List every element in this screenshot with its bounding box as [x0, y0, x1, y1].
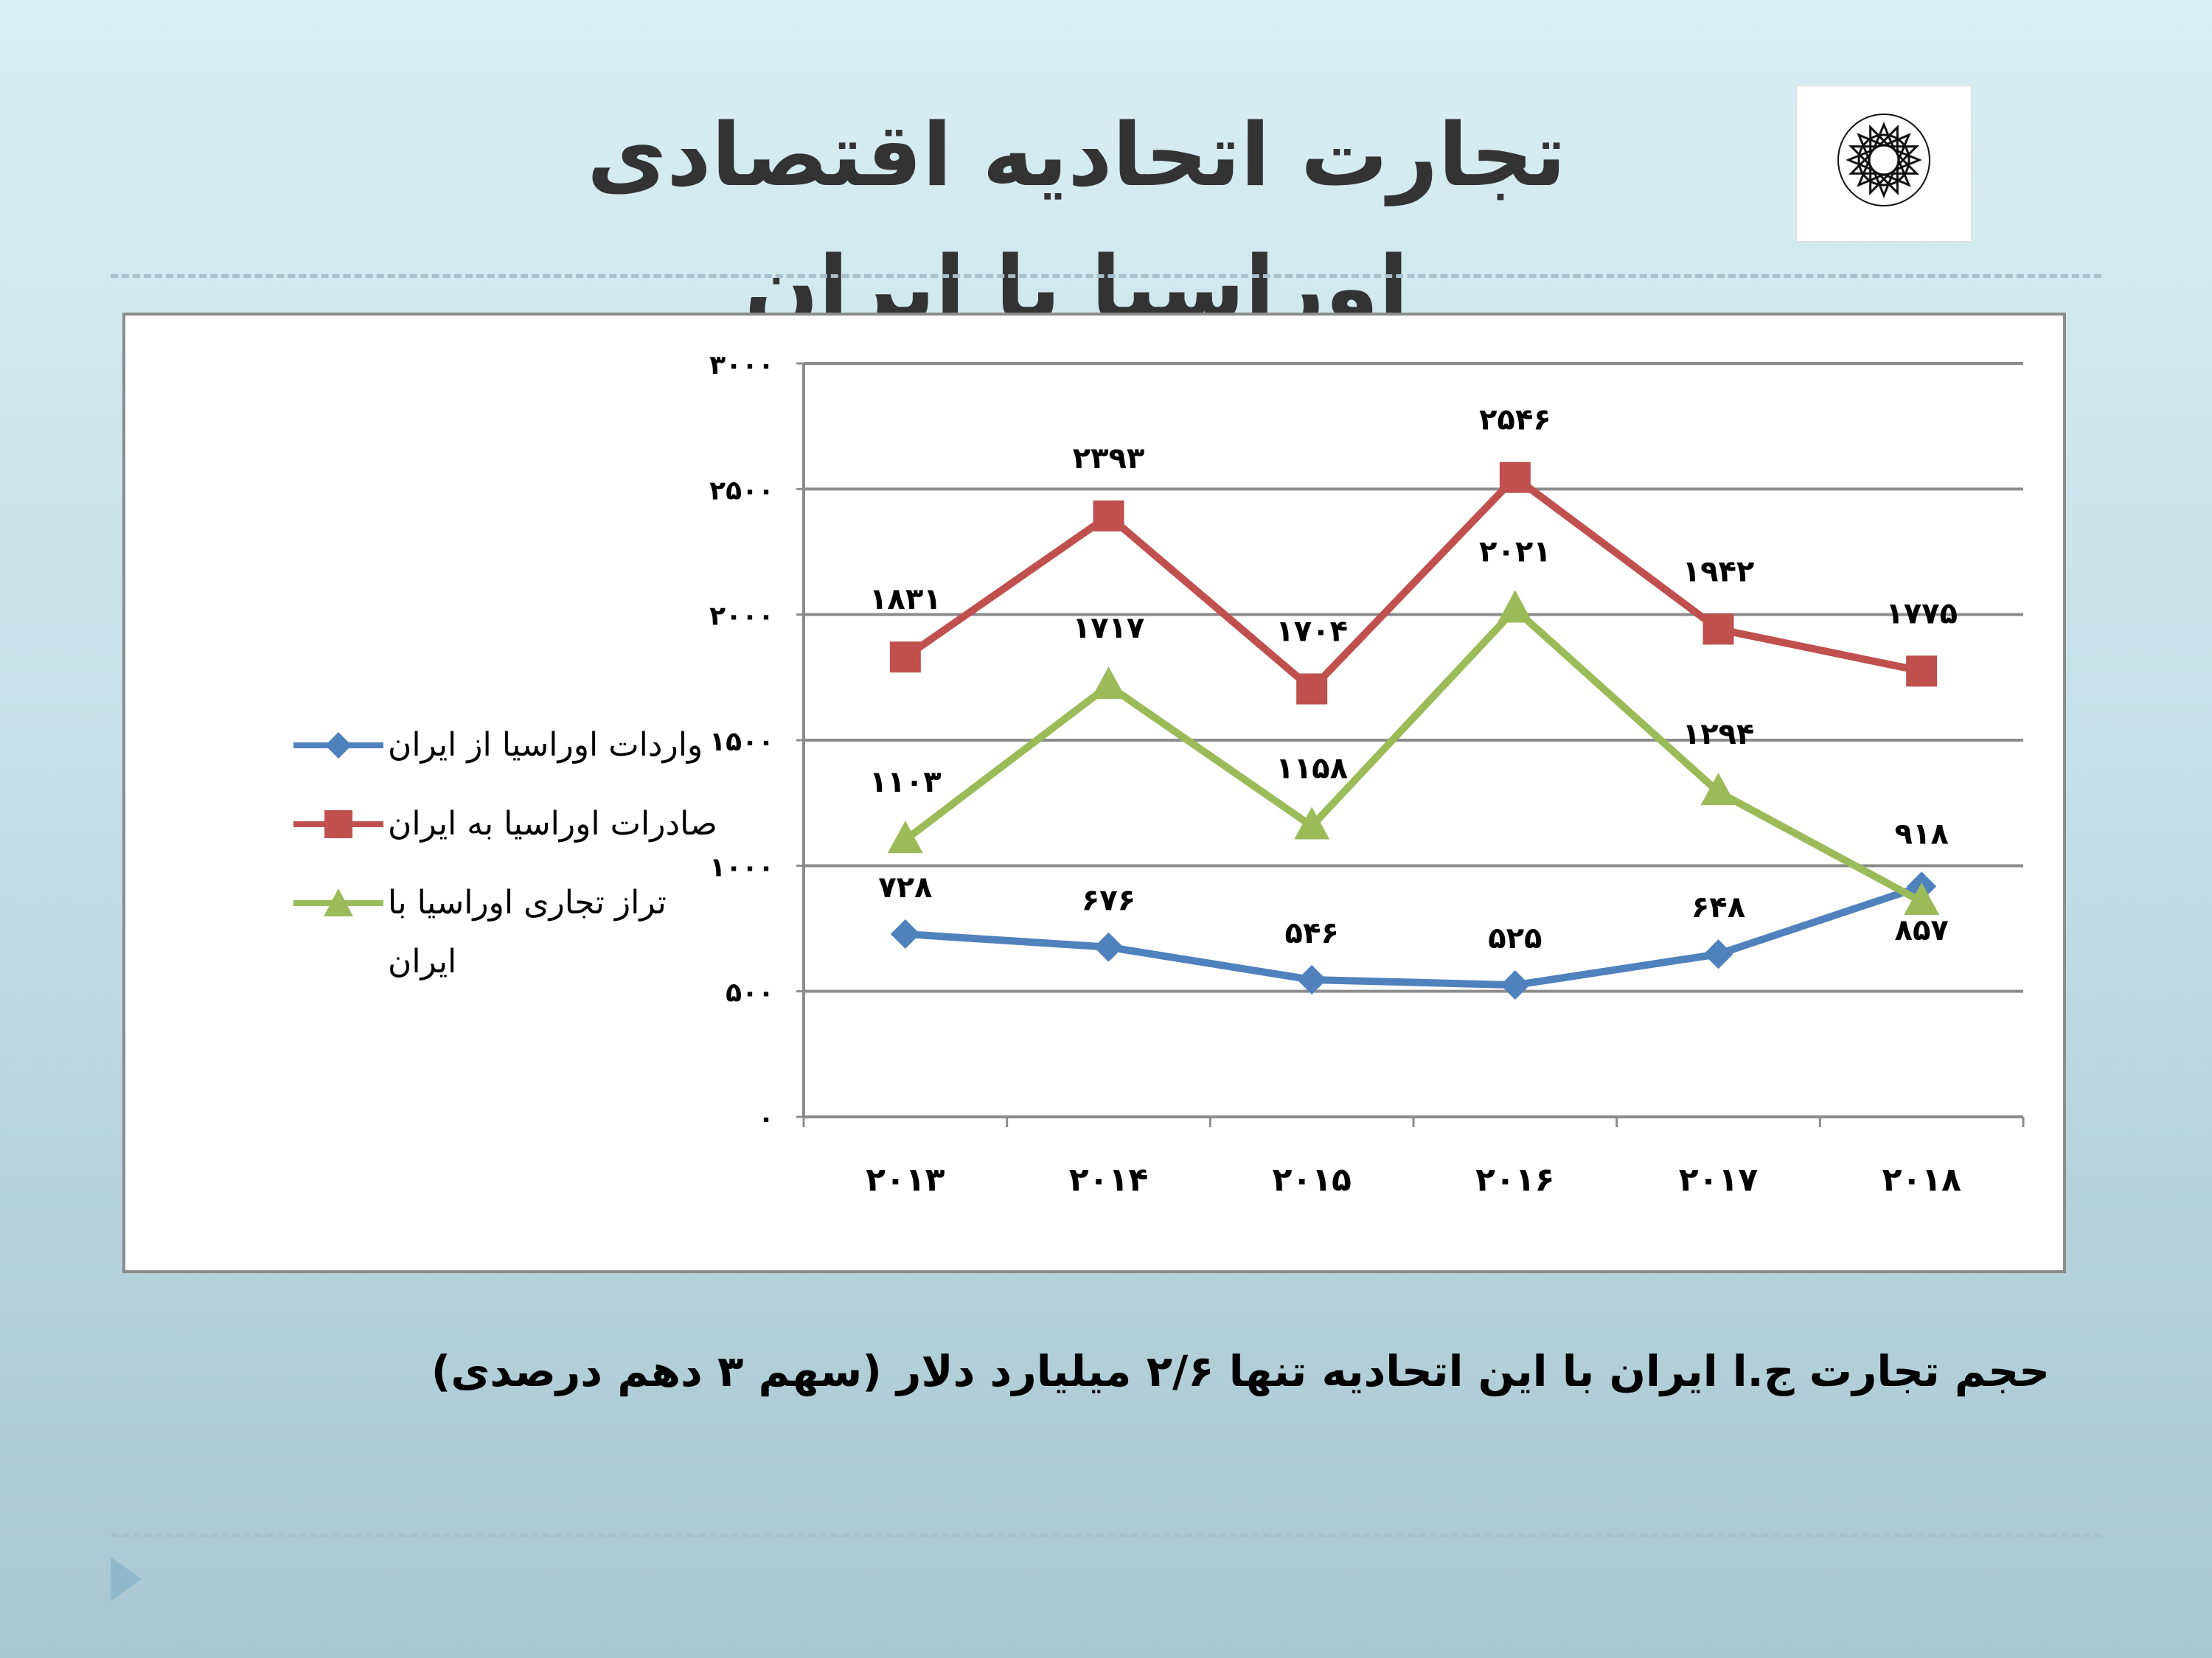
y-tick-label: ۳۰۰۰: [709, 350, 774, 380]
logo-emblem-icon: [1837, 114, 1930, 206]
y-tick-label: ۱۰۰۰: [709, 852, 774, 882]
balance-data-label: ۱۲۹۴: [1683, 717, 1755, 751]
exports-data-label: ۲۳۹۳: [1073, 442, 1145, 476]
imports-line: [905, 882, 1923, 989]
exports-data-label: ۲۵۴۶: [1479, 403, 1551, 437]
exports-point: [889, 641, 921, 673]
y-tick-label: ۲۰۰۰: [709, 602, 774, 632]
legend-item-balance: تراز تجاری اوراسیا با ایران: [291, 874, 748, 980]
imports-data-label: ۵۲۵: [1488, 922, 1542, 955]
imports-data-label: ۶۷۶: [1082, 884, 1135, 918]
exports-point: [1499, 461, 1531, 493]
balance-data-label: ۲۰۲۱: [1479, 535, 1551, 569]
imports-data-label: ۵۴۶: [1285, 916, 1339, 950]
legend-imports-swatch: [293, 732, 383, 759]
balance-data-label: ۱۱۰۳: [869, 765, 942, 799]
imports-data-label: ۹۱۸: [1895, 817, 1949, 851]
imports-point: [1093, 932, 1124, 962]
balance-data-label: ۸۵۷: [1895, 913, 1949, 947]
legend-item-imports: واردات اوراسیا از ایران: [291, 716, 748, 775]
y-tick-label: ۱۵۰۰: [709, 727, 774, 757]
balance-line: [902, 605, 1924, 905]
bottom-divider: [111, 1533, 2101, 1537]
balance-data-label: ۱۱۵۸: [1276, 752, 1348, 786]
imports-point: [1703, 939, 1733, 969]
line-chart: ۰ ۵۰۰ ۱۰۰۰ ۱۵۰۰ ۲۰۰۰ ۲۵۰۰ ۳۰۰۰ ۲۰۱۳ ۲۰۱۴ ۲۰۱۵ ۲۰۱۶…: [709, 350, 2025, 1199]
triangle-right-icon[interactable]: [111, 1557, 142, 1601]
top-divider: [111, 274, 2101, 278]
balance-point: [1700, 773, 1736, 806]
imports-point: [1297, 964, 1327, 995]
exports-data-label: ۱۷۷۵: [1885, 596, 1958, 630]
legend-item-exports: صادرات اوراسیا به ایران: [291, 795, 748, 854]
imports-data-label: ۷۲۸: [878, 871, 932, 905]
imports-point: [890, 919, 920, 949]
x-tick-label: ۲۰۱۵: [1272, 1161, 1351, 1199]
chart-panel: ۰ ۵۰۰ ۱۰۰۰ ۱۵۰۰ ۲۰۰۰ ۲۵۰۰ ۳۰۰۰ ۲۰۱۳ ۲۰۱۴ ۲۰۱۵ ۲۰۱۶…: [122, 313, 2066, 1273]
exports-data-label: ۱۹۴۲: [1683, 554, 1755, 588]
trade-promotion-logo: [1796, 86, 1972, 242]
exports-data-label: ۱۷۰۴: [1276, 615, 1348, 649]
imports-data-label: ۶۴۸: [1691, 891, 1745, 924]
x-tick-label: ۲۰۱۳: [866, 1161, 945, 1199]
imports-point: [1500, 970, 1530, 1000]
balance-point: [1294, 807, 1330, 840]
exports-point: [1296, 673, 1328, 705]
balance-point: [1497, 590, 1533, 623]
balance-point: [1091, 666, 1127, 700]
balance-data-label: ۱۷۱۷: [1073, 611, 1145, 645]
exports-line: [902, 473, 1923, 693]
x-tick-label: ۲۰۱۷: [1679, 1161, 1759, 1199]
exports-data-label: ۱۸۳۱: [869, 582, 942, 616]
x-tick-label: ۲۰۱۴: [1069, 1161, 1148, 1199]
y-tick-label: ۵۰۰: [726, 978, 774, 1009]
legend-balance-swatch: [293, 888, 383, 916]
legend-label-balance: تراز تجاری اوراسیا با ایران: [388, 884, 667, 980]
legend-exports-swatch: [293, 810, 383, 838]
balance-point: [1904, 882, 1940, 916]
exports-point: [1906, 655, 1938, 687]
slide-title: تجارت اتحادیه اقتصادی اوراسیا با ایران: [586, 104, 1567, 338]
x-tick-label: ۲۰۱۶: [1475, 1161, 1554, 1199]
slide-caption: حجم تجارت ج.ا ایران با این اتحادیه تنها …: [431, 1346, 2050, 1396]
legend-label-exports: صادرات اوراسیا به ایران: [388, 805, 717, 843]
y-tick-label: ۲۵۰۰: [709, 476, 774, 506]
balance-point: [887, 821, 923, 854]
y-tick-label: ۰: [758, 1104, 774, 1134]
x-tick-label: ۲۰۱۸: [1882, 1161, 1961, 1199]
exports-point: [1093, 500, 1124, 532]
legend-label-imports: واردات اوراسیا از ایران: [388, 726, 703, 764]
exports-point: [1703, 613, 1734, 645]
